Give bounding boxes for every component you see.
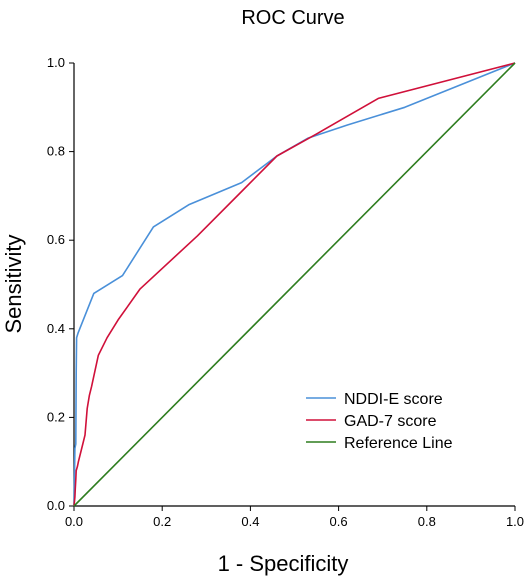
- y-tick-label: 1.0: [47, 55, 65, 70]
- series-line-reference-line: [73, 62, 516, 507]
- series-line-nddi-e-score: [73, 62, 516, 507]
- series-line-gad-7-score: [73, 62, 516, 507]
- x-tick-label: 0.6: [330, 514, 348, 529]
- chart-title: ROC Curve: [241, 7, 344, 29]
- y-tick-label: 0.8: [47, 144, 65, 159]
- x-tick-label: 0.4: [241, 514, 259, 529]
- y-tick-label: 0.6: [47, 232, 65, 247]
- legend: NDDI-E score GAD-7 score Reference Line: [306, 391, 453, 452]
- x-axis-label: 1 - Specificity: [218, 551, 349, 576]
- y-axis-label: Sensitivity: [1, 234, 26, 333]
- x-tick-label: 1.0: [506, 514, 524, 529]
- y-tick-label: 0.2: [47, 409, 65, 424]
- legend-label-gad-7-score: GAD-7 score: [344, 413, 437, 430]
- legend-label-nddi-e-score: NDDI-E score: [344, 391, 443, 408]
- x-tick-label: 0.0: [65, 514, 83, 529]
- y-tick-label: 0.0: [47, 498, 65, 513]
- legend-label-reference-line: Reference Line: [344, 435, 453, 452]
- y-ticks: 0.0 0.2 0.4 0.6 0.8 1.0: [47, 55, 74, 513]
- y-tick-label: 0.4: [47, 321, 65, 336]
- x-tick-label: 0.8: [418, 514, 436, 529]
- x-ticks: 0.0 0.2 0.4 0.6 0.8 1.0: [65, 506, 524, 529]
- x-tick-label: 0.2: [153, 514, 171, 529]
- series-layer: [73, 62, 516, 507]
